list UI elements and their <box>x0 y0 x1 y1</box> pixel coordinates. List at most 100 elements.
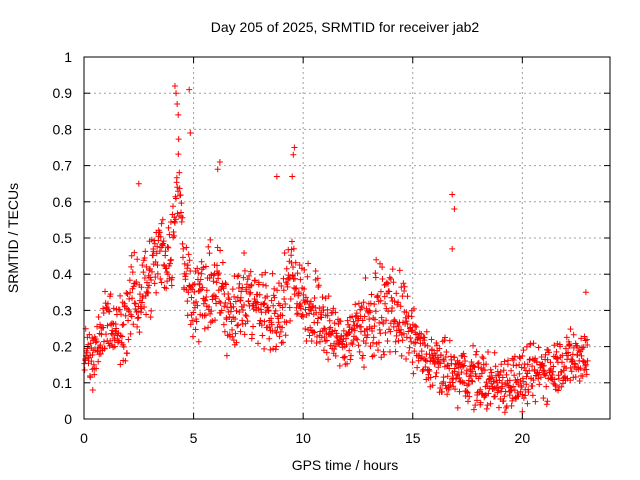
data-point <box>277 328 284 335</box>
data-point <box>151 280 158 287</box>
data-point <box>563 334 570 341</box>
data-point <box>313 309 320 316</box>
data-point <box>542 351 549 358</box>
data-point <box>241 267 248 274</box>
data-point <box>97 342 104 349</box>
data-point <box>152 259 159 266</box>
data-point <box>396 267 403 274</box>
data-point <box>574 342 581 349</box>
data-point <box>395 323 402 330</box>
data-point <box>346 329 353 336</box>
data-point <box>226 296 233 303</box>
data-point <box>179 240 186 247</box>
data-point <box>319 294 326 301</box>
data-point <box>129 269 136 276</box>
data-point <box>206 250 213 257</box>
data-point <box>449 191 456 198</box>
data-point <box>165 224 172 231</box>
data-point <box>192 326 199 333</box>
data-point <box>291 144 298 151</box>
data-point <box>510 362 517 369</box>
data-point <box>163 285 170 292</box>
data-point <box>148 268 155 275</box>
data-point <box>583 371 590 378</box>
data-point <box>372 274 379 281</box>
data-point <box>116 306 123 313</box>
data-point <box>185 251 192 258</box>
data-point <box>372 308 379 315</box>
data-point <box>418 348 425 355</box>
data-point <box>140 269 147 276</box>
data-point <box>441 337 448 344</box>
data-point <box>529 382 536 389</box>
y-tick-label: 0.1 <box>53 375 73 391</box>
data-point <box>177 191 184 198</box>
data-point <box>187 130 194 137</box>
data-point <box>209 317 216 324</box>
data-point <box>202 297 209 304</box>
data-point <box>243 313 250 320</box>
data-point <box>353 310 360 317</box>
data-point <box>232 316 239 323</box>
data-point <box>501 409 508 416</box>
data-point <box>518 384 525 391</box>
data-point <box>482 391 489 398</box>
data-point <box>233 307 240 314</box>
data-point <box>580 358 587 365</box>
data-point <box>136 329 143 336</box>
data-point <box>173 195 180 202</box>
data-point <box>377 330 384 337</box>
data-point <box>239 284 246 291</box>
data-point <box>376 326 383 333</box>
data-point <box>266 335 273 342</box>
data-point <box>223 281 230 288</box>
data-point <box>341 353 348 360</box>
data-point <box>423 357 430 364</box>
data-point <box>504 357 511 364</box>
data-point <box>157 275 164 282</box>
data-point <box>460 350 467 357</box>
data-point <box>247 282 254 289</box>
data-point <box>130 321 137 328</box>
data-point <box>468 377 475 384</box>
data-point <box>367 300 374 307</box>
data-point <box>463 370 470 377</box>
data-point <box>543 401 550 408</box>
data-point <box>347 356 354 363</box>
data-point <box>264 293 271 300</box>
data-point <box>199 284 206 291</box>
data-point <box>511 387 518 394</box>
data-point <box>400 280 407 287</box>
data-point <box>118 333 125 340</box>
data-point <box>520 395 527 402</box>
data-point <box>154 243 161 250</box>
data-point <box>437 360 444 367</box>
y-tick-label: 0.2 <box>53 339 73 355</box>
data-point <box>247 289 254 296</box>
data-point <box>141 303 148 310</box>
data-point <box>469 368 476 375</box>
data-point <box>482 392 489 399</box>
data-point <box>306 332 313 339</box>
data-point <box>110 305 117 312</box>
data-point <box>475 359 482 366</box>
data-point <box>175 111 182 118</box>
data-point <box>218 307 225 314</box>
data-point <box>566 343 573 350</box>
data-point <box>360 364 367 371</box>
data-point <box>379 275 386 282</box>
data-point <box>386 288 393 295</box>
data-point <box>417 355 424 362</box>
data-point <box>262 269 269 276</box>
data-point <box>93 365 100 372</box>
data-point <box>576 378 583 385</box>
data-point <box>205 243 212 250</box>
data-point <box>371 301 378 308</box>
data-point <box>501 358 508 365</box>
data-point <box>412 339 419 346</box>
data-point <box>340 327 347 334</box>
data-point <box>381 351 388 358</box>
data-point <box>567 364 574 371</box>
data-point <box>282 301 289 308</box>
